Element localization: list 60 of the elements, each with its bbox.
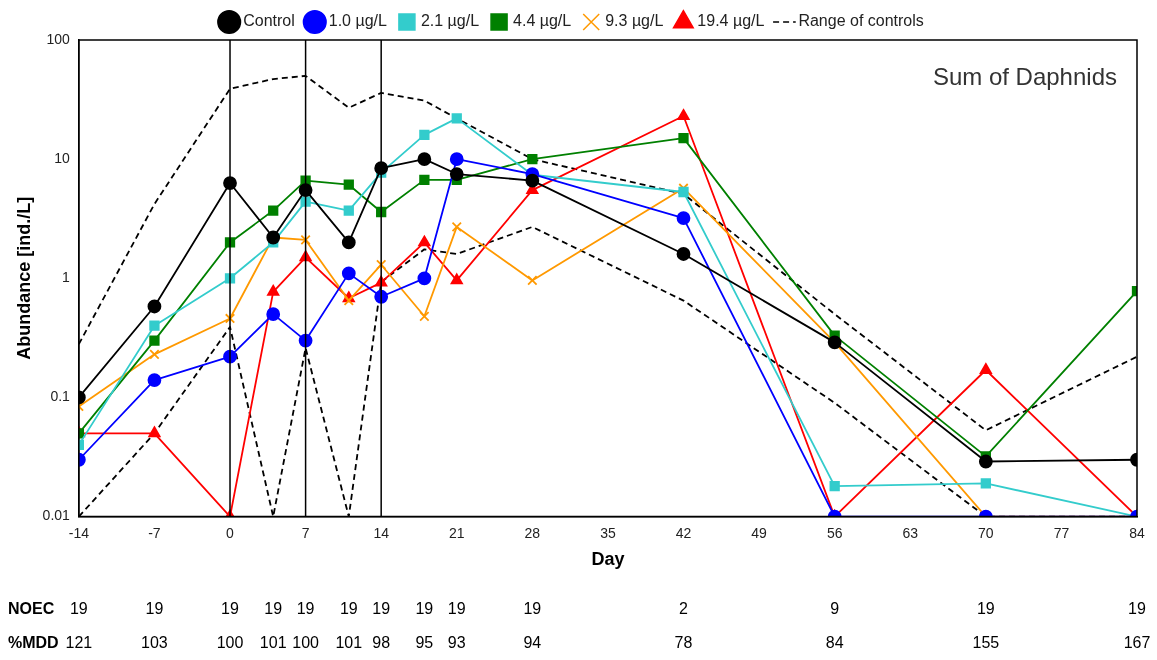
legend-label: 19.4 µg/L — [697, 12, 765, 30]
x-axis-title: Day — [591, 549, 625, 570]
text: 94 — [523, 634, 542, 652]
x-tick-label: -14 — [68, 524, 90, 541]
text: 9 — [830, 600, 840, 618]
x-tick-label: 7 — [301, 524, 310, 541]
text: 19 — [221, 600, 239, 618]
text: 101 — [259, 634, 287, 652]
text: 95 — [415, 634, 434, 652]
text: 101 — [335, 634, 363, 652]
y-tick-label: 10 — [54, 150, 71, 167]
text: 19 — [415, 600, 434, 618]
x-tick-label: 42 — [675, 524, 692, 541]
text: Sum of Daphnids — [932, 62, 1117, 90]
legend-label: 9.3 µg/L — [605, 12, 664, 30]
y-tick-label: 100 — [46, 30, 71, 47]
y-tick-label: 1 — [62, 269, 71, 286]
x-tick-label: 14 — [373, 524, 390, 541]
x-tick-label: 70 — [978, 524, 994, 541]
text: 2 — [679, 600, 688, 618]
text: 84 — [825, 634, 844, 652]
text: %MDD — [8, 634, 59, 652]
x-tick-label: 35 — [600, 524, 616, 541]
legend-label: Control — [243, 12, 295, 30]
text: 98 — [372, 634, 391, 652]
text: 155 — [972, 634, 1000, 652]
x-tick-label: 63 — [902, 524, 919, 541]
x-tick-label: 28 — [524, 524, 541, 541]
text: 78 — [674, 634, 693, 652]
y-tick-label: 0.01 — [42, 507, 71, 524]
text: 19 — [69, 600, 88, 618]
x-tick-label: 56 — [826, 524, 843, 541]
text: 19 — [296, 600, 315, 618]
text: 19 — [372, 600, 391, 618]
text: 167 — [1123, 634, 1151, 652]
legend-label: 4.4 µg/L — [513, 12, 572, 30]
text: 19 — [447, 600, 466, 618]
text: NOEC — [8, 600, 55, 618]
x-tick-label: 49 — [751, 524, 768, 541]
x-tick-label: 77 — [1053, 524, 1070, 541]
x-tick-label: 21 — [448, 524, 465, 541]
legend-label: 1.0 µg/L — [328, 12, 388, 30]
text: 121 — [65, 634, 93, 652]
text: 19 — [264, 600, 283, 618]
legend-label: 2.1 µg/L — [420, 12, 480, 30]
text: 19 — [339, 600, 358, 618]
text: 19 — [976, 600, 995, 618]
y-axis-title: Abundance [ind./L] — [13, 196, 34, 360]
x-tick-label: 0 — [226, 524, 235, 541]
text: 100 — [292, 634, 319, 652]
y-tick-label: 0.1 — [50, 388, 71, 405]
x-tick-label: 84 — [1129, 524, 1145, 541]
text: 19 — [523, 600, 542, 618]
text: 100 — [216, 634, 244, 652]
text: 19 — [145, 600, 164, 618]
x-tick-label: -7 — [148, 524, 161, 541]
text: 93 — [447, 634, 466, 652]
legend-label: Range of controls — [798, 12, 924, 30]
text: 103 — [141, 634, 168, 652]
text: 19 — [1128, 600, 1146, 618]
